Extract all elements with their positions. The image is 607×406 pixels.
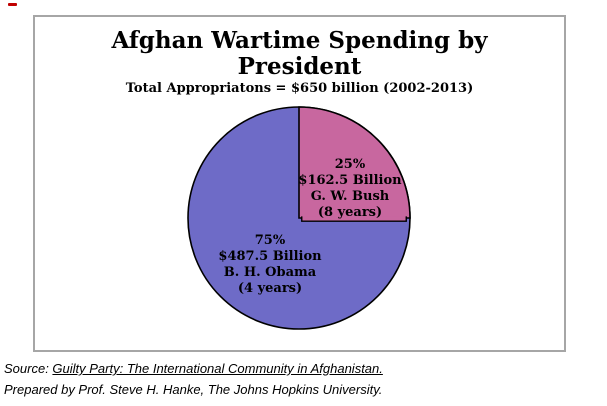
chart-title-text: Afghan Wartime Spending by President bbox=[111, 27, 488, 80]
source-line: Source: Guilty Party: The International … bbox=[4, 361, 383, 376]
source-prefix: Source: bbox=[4, 361, 53, 376]
pie-chart bbox=[187, 106, 411, 330]
prepared-by-line: Prepared by Prof. Steve H. Hanke, The Jo… bbox=[4, 382, 383, 397]
slice-label-line: B. H. Obama bbox=[223, 265, 317, 280]
slice-label-line: $487.5 Billion bbox=[218, 249, 322, 264]
slice-label-bush: 25% $162.5 Billion G. W. Bush (8 years) bbox=[288, 157, 412, 221]
slice-label-line: $162.5 Billion bbox=[298, 173, 402, 188]
label-callout-border bbox=[301, 216, 407, 222]
slice-label-line: (4 years) bbox=[237, 281, 303, 296]
chart-frame: Afghan Wartime Spending by President Tot… bbox=[33, 15, 566, 352]
slice-label-obama: 75% $487.5 Billion B. H. Obama (4 years) bbox=[208, 233, 332, 297]
slice-label-line: 75% bbox=[254, 233, 286, 248]
stray-red-mark bbox=[8, 3, 17, 6]
chart-title: Afghan Wartime Spending by President bbox=[35, 28, 564, 80]
pie-slice-bush bbox=[298, 106, 411, 219]
source-title: Guilty Party: The International Communit… bbox=[52, 361, 383, 376]
slice-label-line: G. W. Bush bbox=[310, 189, 390, 204]
slice-label-line: 25% bbox=[334, 157, 366, 172]
slice-label-line: (8 years) bbox=[317, 205, 383, 220]
label-callout-box bbox=[301, 216, 407, 222]
chart-subtitle: Total Appropriatons = $650 billion (2002… bbox=[125, 81, 474, 96]
